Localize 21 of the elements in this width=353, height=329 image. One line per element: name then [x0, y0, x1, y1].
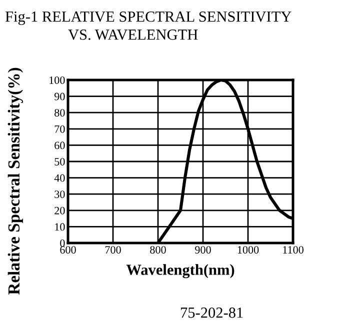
- y-tick-label: 70: [54, 125, 65, 133]
- x-tick-label: 900: [195, 246, 211, 254]
- y-tick-label: 20: [54, 206, 65, 214]
- y-tick-label: 10: [55, 223, 65, 231]
- x-tick-label: 1000: [238, 246, 259, 254]
- y-tick-label: 80: [54, 109, 65, 117]
- y-tick-label: 50: [54, 158, 65, 166]
- y-tick-label: 30: [54, 190, 65, 198]
- y-tick-label: 0: [60, 239, 65, 247]
- x-tick-label: 1100: [283, 246, 304, 254]
- x-axis-title: Wavelength(nm): [126, 264, 234, 278]
- y-tick-label: 40: [54, 174, 65, 182]
- chart-title: Fig-1 RELATIVE SPECTRAL SENSITIVITY VS. WAVELENGTH: [5, 12, 292, 40]
- y-tick-label: 60: [54, 142, 65, 150]
- x-tick-label: 800: [150, 246, 166, 254]
- x-tick-label: 700: [105, 246, 121, 254]
- text: 75-202-81: [181, 308, 243, 318]
- y-axis-title: Relative Spectral Sensitivity(%): [8, 68, 23, 295]
- y-tick-label: 100: [50, 76, 65, 84]
- x-tick-label: 600: [60, 246, 76, 254]
- y-tick-label: 90: [54, 92, 65, 100]
